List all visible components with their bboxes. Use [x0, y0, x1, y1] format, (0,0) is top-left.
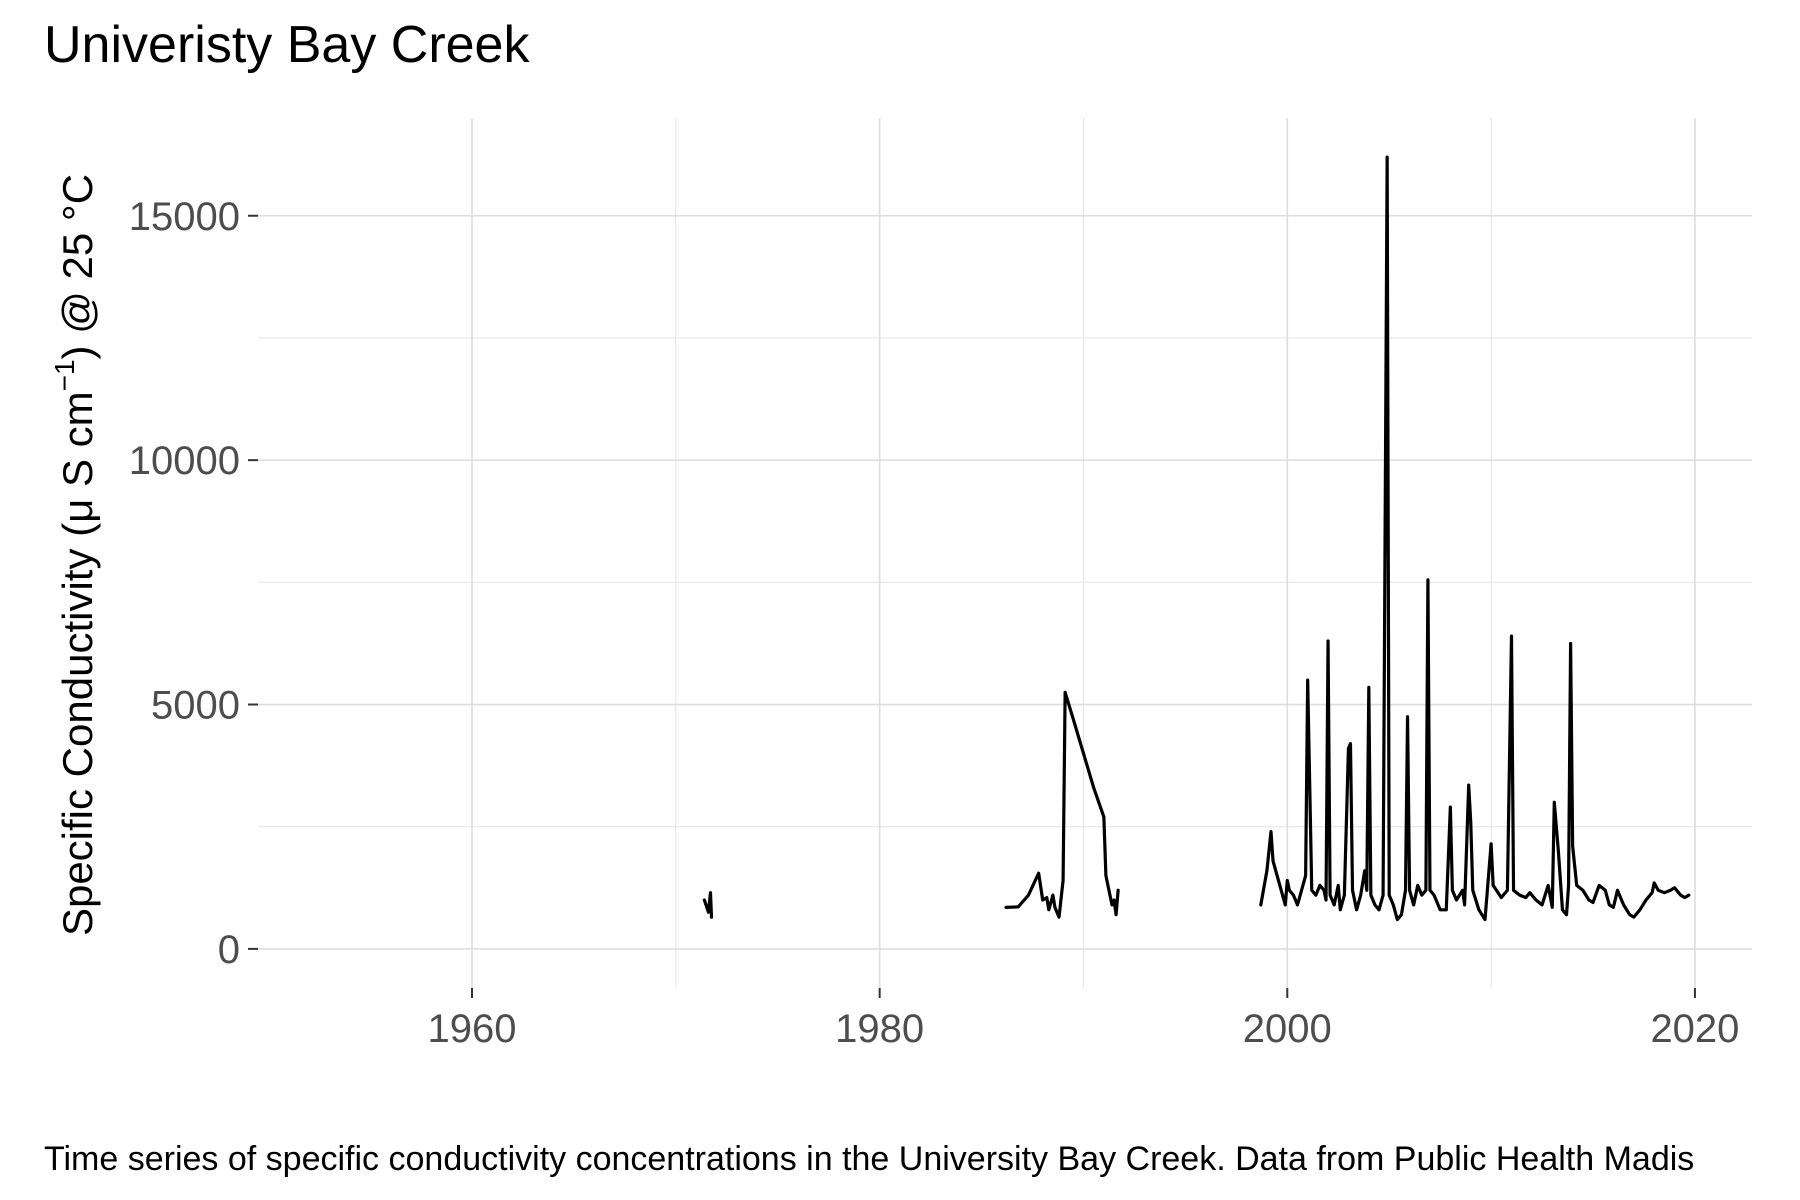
series-line-segment — [1259, 155, 1691, 922]
x-axis: 1960 1980 2000 2020 — [428, 988, 1739, 1051]
y-axis-label-end: ) @ 25 °C — [54, 174, 101, 359]
y-tick-label: 0 — [218, 928, 240, 972]
y-tick-label: 10000 — [129, 439, 240, 483]
x-tick-label: 2000 — [1243, 1007, 1332, 1051]
x-tick-label: 1960 — [428, 1007, 517, 1051]
y-tick-label: 5000 — [151, 684, 240, 728]
y-axis-label: Specific Conductivity (μ S cm−1) @ 25 °C — [49, 174, 101, 936]
y-axis: 0 5000 10000 15000 — [129, 195, 258, 972]
grid-major-lines — [258, 118, 1752, 988]
series-layer — [702, 155, 1691, 922]
y-axis-label-superscript: −1 — [49, 359, 80, 391]
y-axis-label-main: Specific Conductivity (μ S cm — [54, 391, 101, 936]
x-tick-label: 1980 — [835, 1007, 924, 1051]
grid-minor-lines — [258, 118, 1752, 988]
chart-caption: Time series of specific conductivity con… — [44, 1140, 1694, 1178]
chart-title: Univeristy Bay Creek — [44, 16, 530, 74]
series-line-segment — [1004, 690, 1120, 919]
series-line-segment — [702, 891, 714, 919]
x-tick-label: 2020 — [1650, 1007, 1739, 1051]
y-tick-label: 15000 — [129, 195, 240, 239]
